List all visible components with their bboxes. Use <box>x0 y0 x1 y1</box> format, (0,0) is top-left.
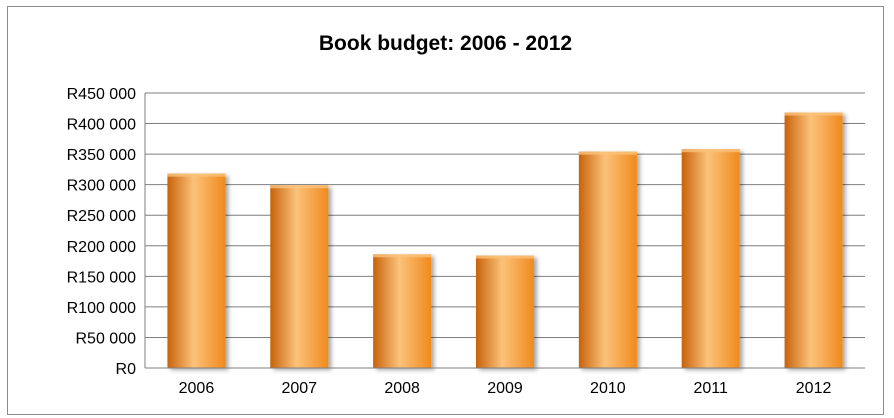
bars <box>167 112 843 368</box>
bar-2009 <box>476 255 534 368</box>
x-tick-label: 2009 <box>487 380 523 397</box>
bar-2007 <box>270 185 329 368</box>
bar-top-highlight <box>784 112 843 116</box>
bar-top-highlight <box>270 185 329 189</box>
x-tick-label: 2006 <box>179 380 215 397</box>
bar-top-highlight <box>476 255 534 259</box>
bar-2008 <box>373 254 432 368</box>
bar-top-highlight <box>167 173 226 177</box>
x-tick-label: 2010 <box>590 380 626 397</box>
y-tick-label: R350 000 <box>67 147 136 164</box>
bar-2006 <box>167 173 226 368</box>
y-tick-label: R150 000 <box>67 269 136 286</box>
bar-2011 <box>681 149 740 368</box>
y-tick-label: R450 000 <box>67 86 136 103</box>
x-tick-label: 2012 <box>796 380 832 397</box>
y-tick-label: R0 <box>116 361 137 378</box>
bar-top-highlight <box>373 254 432 258</box>
y-tick-label: R50 000 <box>76 330 137 347</box>
bar-2010 <box>578 151 637 368</box>
x-tick-label: 2008 <box>384 380 420 397</box>
y-tick-label: R400 000 <box>67 117 136 134</box>
y-axis-ticks: R0 R50 000 R100 000 R150 000 R200 000 R250 00… <box>67 86 136 378</box>
x-axis-ticks: 2006 2007 2008 2009 2010 2011 2012 <box>179 380 832 397</box>
chart-title: Book budget: 2006 - 2012 <box>318 32 573 55</box>
x-tick-label: 2007 <box>281 380 317 397</box>
y-tick-label: R100 000 <box>67 300 136 317</box>
y-tick-label: R200 000 <box>67 239 136 256</box>
y-tick-label: R300 000 <box>67 178 136 195</box>
bar-top-highlight <box>681 149 740 153</box>
x-tick-label: 2011 <box>694 380 729 397</box>
bar-2012 <box>784 112 843 368</box>
bar-top-highlight <box>578 151 637 155</box>
y-tick-label: R250 000 <box>67 208 136 225</box>
